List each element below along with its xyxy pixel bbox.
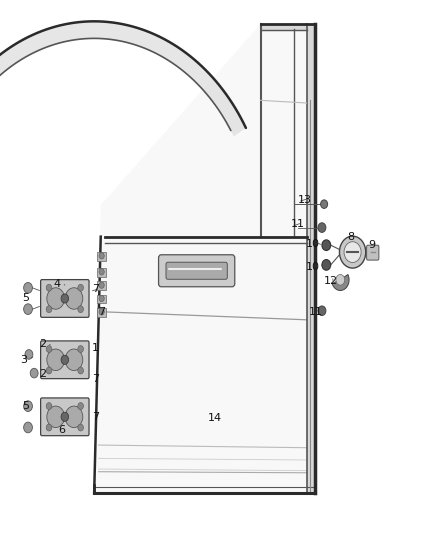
Circle shape [61,355,69,365]
Circle shape [78,284,84,291]
Text: 2: 2 [39,339,46,349]
Text: 7: 7 [98,307,105,317]
Text: 3: 3 [21,355,28,365]
Circle shape [78,345,84,352]
Text: 8: 8 [347,232,354,242]
Circle shape [24,401,32,411]
FancyBboxPatch shape [97,295,106,303]
Circle shape [99,309,104,315]
Circle shape [47,288,64,309]
FancyBboxPatch shape [97,268,106,277]
Circle shape [336,274,345,285]
Circle shape [344,241,361,263]
Circle shape [46,402,52,409]
Circle shape [78,367,84,374]
Text: 2: 2 [39,369,46,379]
Text: 7: 7 [92,412,99,422]
Circle shape [99,295,104,302]
Circle shape [99,253,104,259]
FancyBboxPatch shape [159,255,235,287]
FancyBboxPatch shape [41,341,89,378]
Circle shape [30,368,38,378]
FancyBboxPatch shape [367,245,379,260]
Text: 12: 12 [324,277,338,286]
Circle shape [78,402,84,409]
Circle shape [46,345,52,352]
Circle shape [61,294,69,303]
FancyBboxPatch shape [166,262,227,279]
Circle shape [65,349,83,370]
Circle shape [24,282,32,293]
Text: 13: 13 [297,195,311,205]
Text: 7: 7 [92,375,99,384]
Circle shape [99,269,104,275]
Circle shape [322,260,331,270]
Circle shape [321,200,328,208]
Text: 6: 6 [58,425,65,435]
Circle shape [61,412,69,422]
Text: 5: 5 [22,401,29,411]
Text: 11: 11 [291,219,305,229]
Circle shape [46,306,52,313]
Text: 10: 10 [306,262,320,271]
Text: 11: 11 [308,307,322,317]
Circle shape [46,284,52,291]
FancyBboxPatch shape [97,252,106,261]
Text: 1: 1 [92,343,99,352]
Circle shape [65,406,83,427]
Circle shape [318,223,326,232]
Circle shape [46,424,52,431]
Circle shape [99,282,104,288]
Text: 10: 10 [306,239,320,248]
Circle shape [24,304,32,314]
FancyBboxPatch shape [41,280,89,317]
Polygon shape [94,233,315,493]
Circle shape [322,240,331,251]
Circle shape [339,236,366,268]
Text: 5: 5 [22,294,29,303]
Circle shape [25,350,33,359]
Circle shape [318,306,326,316]
Circle shape [65,288,83,309]
FancyBboxPatch shape [41,398,89,435]
FancyBboxPatch shape [97,308,106,317]
Circle shape [78,424,84,431]
FancyBboxPatch shape [307,24,315,493]
Circle shape [47,406,64,427]
Circle shape [46,367,52,374]
Polygon shape [0,21,246,151]
Text: 4: 4 [53,279,60,288]
Circle shape [78,306,84,313]
Wedge shape [332,274,349,290]
Text: 9: 9 [369,240,376,250]
FancyBboxPatch shape [97,281,106,290]
Circle shape [47,349,64,370]
Text: 7: 7 [92,284,99,294]
Text: 14: 14 [208,414,222,423]
Circle shape [24,422,32,433]
Polygon shape [94,24,315,493]
